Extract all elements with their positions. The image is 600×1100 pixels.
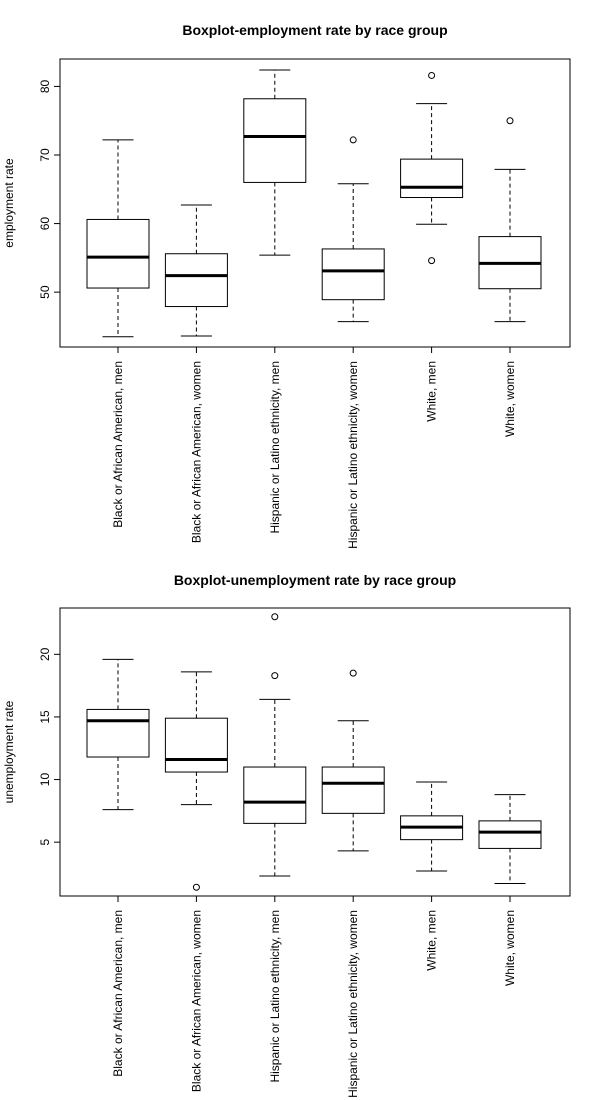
x-tick-label: White, men [425,361,439,422]
employment-boxplot-panel: Boxplot-employment rate by race group em… [2,22,571,549]
chart-title: Boxplot-employment rate by race group [182,22,447,38]
box-iqr [164,717,228,773]
box-iqr [400,158,464,199]
box-iqr [164,253,228,308]
x-tick-label: Black or African American, women [189,361,203,543]
x-tick-label: White, women [503,910,517,986]
chart-title: Boxplot-unemployment rate by race group [174,572,456,588]
y-tick-label: 50 [38,285,52,299]
x-tick-label: Hispanic or Latino ethnicity, women [346,910,360,1098]
box-iqr [243,766,307,824]
x-tick-label: Hispanic or Latino ethnicity, women [346,361,360,549]
outlier-point [428,257,436,265]
y-tick-label: 80 [38,79,52,93]
outlier-point [271,672,279,680]
outlier-point [192,883,200,891]
x-tick-label: White, men [425,910,439,971]
box-iqr [243,98,307,183]
outlier-point [349,136,357,144]
outlier-point [428,71,436,79]
x-tick-label: Black or African American, men [111,361,125,528]
box-iqr [321,766,385,814]
box-iqr [86,708,150,758]
plot-frame [59,607,571,897]
outlier-point [271,613,279,621]
box-iqr [86,218,150,289]
y-tick-label: 5 [38,839,52,846]
outlier-point [349,669,357,677]
x-tick-label: Hispanic or Latino ethnicity, men [268,361,282,534]
unemployment-boxplot-panel: Boxplot-unemployment rate by race group … [2,572,571,1098]
y-axis-title: unemployment rate [2,700,16,803]
x-tick-label: Black or African American, men [111,910,125,1077]
y-tick-label: 60 [38,217,52,231]
box-iqr [478,820,542,849]
y-tick-label: 70 [38,148,52,162]
x-tick-label: Hispanic or Latino ethnicity, men [268,910,282,1083]
y-axis-title: employment rate [2,158,16,248]
box-iqr [321,248,385,301]
x-tick-label: Black or African American, women [189,910,203,1092]
outlier-point [506,117,514,125]
y-tick-label: 10 [38,773,52,787]
y-tick-label: 15 [38,710,52,724]
y-tick-label: 20 [38,647,52,661]
x-tick-label: White, women [503,361,517,437]
plot-frame [59,58,571,348]
